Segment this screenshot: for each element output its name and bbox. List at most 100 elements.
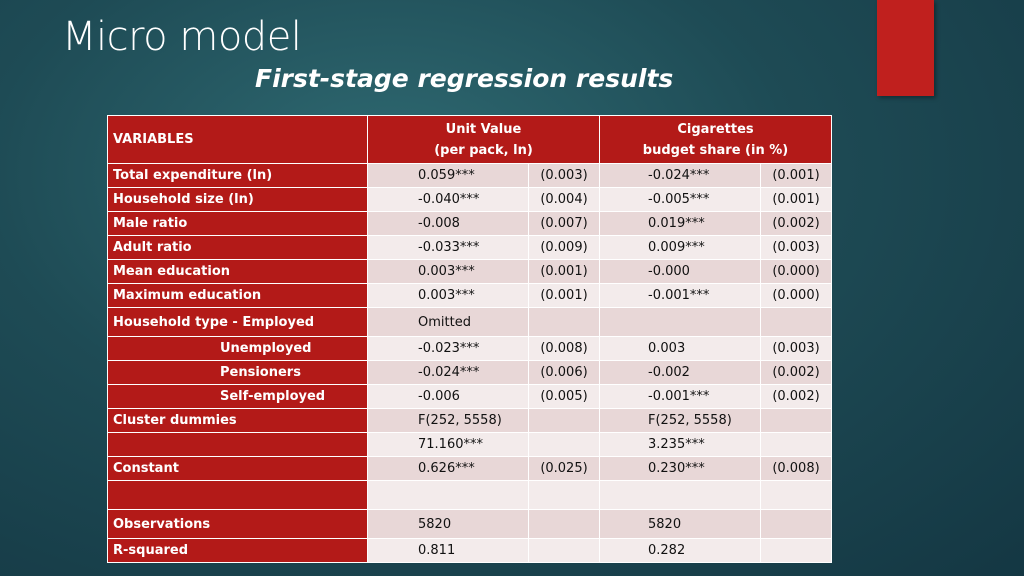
unit-value-coef: 0.003*** [367, 259, 529, 284]
row-label [107, 432, 368, 457]
budget-share-se [760, 538, 832, 563]
budget-share-coef: F(252, 5558) [599, 408, 761, 433]
row-label: Pensioners [107, 360, 368, 385]
unit-value-se [528, 538, 600, 563]
unit-value-coef: -0.006 [367, 384, 529, 409]
budget-share-se: (0.002) [760, 211, 832, 236]
row-label: Total expenditure (ln) [107, 163, 368, 188]
row-label: Observations [107, 509, 368, 539]
budget-share-coef: -0.024*** [599, 163, 761, 188]
unit-value-coef: Omitted [367, 307, 529, 337]
budget-share-se: (0.002) [760, 384, 832, 409]
unit-value-coef: 71.160*** [367, 432, 529, 457]
table-row: Observations 5820 5820 [107, 509, 832, 539]
header-cigarettes-line1: Cigarettes [677, 121, 754, 137]
unit-value-se: (0.008) [528, 336, 600, 361]
row-label: Cluster dummies [107, 408, 368, 433]
unit-value-se [528, 408, 600, 433]
budget-share-coef: 0.019*** [599, 211, 761, 236]
accent-bar [877, 0, 934, 96]
row-label: Maximum education [107, 283, 368, 308]
budget-share-se: (0.003) [760, 235, 832, 260]
unit-value-se: (0.005) [528, 384, 600, 409]
unit-value-coef: F(252, 5558) [367, 408, 529, 433]
unit-value-coef: -0.023*** [367, 336, 529, 361]
unit-value-se: (0.004) [528, 187, 600, 212]
table-row: Household type - Employed Omitted [107, 307, 832, 337]
row-label: Mean education [107, 259, 368, 284]
unit-value-se: (0.001) [528, 259, 600, 284]
budget-share-coef: 0.282 [599, 538, 761, 563]
unit-value-coef: -0.024*** [367, 360, 529, 385]
budget-share-coef: 0.230*** [599, 456, 761, 481]
table-header-row: VARIABLES Unit Value (per pack, ln) Ciga… [107, 115, 832, 164]
unit-value-se [528, 432, 600, 457]
slide-subtitle: First-stage regression results [255, 64, 674, 93]
budget-share-se: (0.000) [760, 283, 832, 308]
budget-share-se: (0.000) [760, 259, 832, 284]
unit-value-coef: 0.811 [367, 538, 529, 563]
header-cigarettes-line2: budget share (in %) [642, 142, 789, 158]
unit-value-coef: -0.033*** [367, 235, 529, 260]
unit-value-se [528, 480, 600, 510]
unit-value-coef: -0.008 [367, 211, 529, 236]
header-unit-value: Unit Value (per pack, ln) [367, 115, 600, 164]
table-row: Cluster dummies F(252, 5558) F(252, 5558) [107, 408, 832, 433]
budget-share-coef: 0.009*** [599, 235, 761, 260]
unit-value-se: (0.006) [528, 360, 600, 385]
budget-share-se [760, 509, 832, 539]
budget-share-coef [599, 480, 761, 510]
row-label: Household type - Employed [107, 307, 368, 337]
row-label: R-squared [107, 538, 368, 563]
header-unit-value-line2: (per pack, ln) [434, 142, 533, 158]
row-label: Self-employed [107, 384, 368, 409]
row-label: Adult ratio [107, 235, 368, 260]
table-row: Male ratio -0.008 (0.007) 0.019*** (0.002) [107, 211, 832, 236]
table-row: Mean education 0.003*** (0.001) -0.000 (0.00… [107, 259, 832, 284]
unit-value-se: (0.009) [528, 235, 600, 260]
table-row: Pensioners -0.024*** (0.006) -0.002 (0.002) [107, 360, 832, 385]
row-label: Constant [107, 456, 368, 481]
slide-title: Micro model [62, 14, 302, 60]
table-row: Adult ratio -0.033*** (0.009) 0.009*** (0.00… [107, 235, 832, 260]
budget-share-se [760, 408, 832, 433]
budget-share-coef: -0.001*** [599, 384, 761, 409]
budget-share-se: (0.003) [760, 336, 832, 361]
table-row: R-squared 0.811 0.282 [107, 538, 832, 563]
table-row: Self-employed -0.006 (0.005) -0.001*** (0.00… [107, 384, 832, 409]
budget-share-se [760, 480, 832, 510]
row-label: Unemployed [107, 336, 368, 361]
budget-share-coef: 0.003 [599, 336, 761, 361]
unit-value-coef: -0.040*** [367, 187, 529, 212]
budget-share-se [760, 432, 832, 457]
budget-share-coef: -0.000 [599, 259, 761, 284]
unit-value-se: (0.007) [528, 211, 600, 236]
unit-value-coef: 5820 [367, 509, 529, 539]
table-row [107, 480, 832, 510]
unit-value-coef: 0.626*** [367, 456, 529, 481]
unit-value-coef: 0.003*** [367, 283, 529, 308]
budget-share-coef: 3.235*** [599, 432, 761, 457]
table-row: 71.160*** 3.235*** [107, 432, 832, 457]
budget-share-se: (0.002) [760, 360, 832, 385]
unit-value-se: (0.003) [528, 163, 600, 188]
budget-share-coef: 5820 [599, 509, 761, 539]
table-row: Unemployed -0.023*** (0.008) 0.003 (0.003) [107, 336, 832, 361]
table-row: Total expenditure (ln) 0.059*** (0.003) -0.… [107, 163, 832, 188]
table-row: Household size (ln) -0.040*** (0.004) -0.00… [107, 187, 832, 212]
row-label [107, 480, 368, 510]
unit-value-se [528, 509, 600, 539]
regression-table: VARIABLES Unit Value (per pack, ln) Ciga… [107, 115, 832, 563]
header-unit-value-line1: Unit Value [445, 121, 522, 137]
budget-share-se: (0.001) [760, 163, 832, 188]
budget-share-coef: -0.001*** [599, 283, 761, 308]
unit-value-se: (0.025) [528, 456, 600, 481]
budget-share-coef: -0.005*** [599, 187, 761, 212]
table-row: Maximum education 0.003*** (0.001) -0.001**… [107, 283, 832, 308]
budget-share-coef: -0.002 [599, 360, 761, 385]
row-label: Male ratio [107, 211, 368, 236]
budget-share-se: (0.001) [760, 187, 832, 212]
table-row: Constant 0.626*** (0.025) 0.230*** (0.008) [107, 456, 832, 481]
budget-share-se: (0.008) [760, 456, 832, 481]
unit-value-coef: 0.059*** [367, 163, 529, 188]
